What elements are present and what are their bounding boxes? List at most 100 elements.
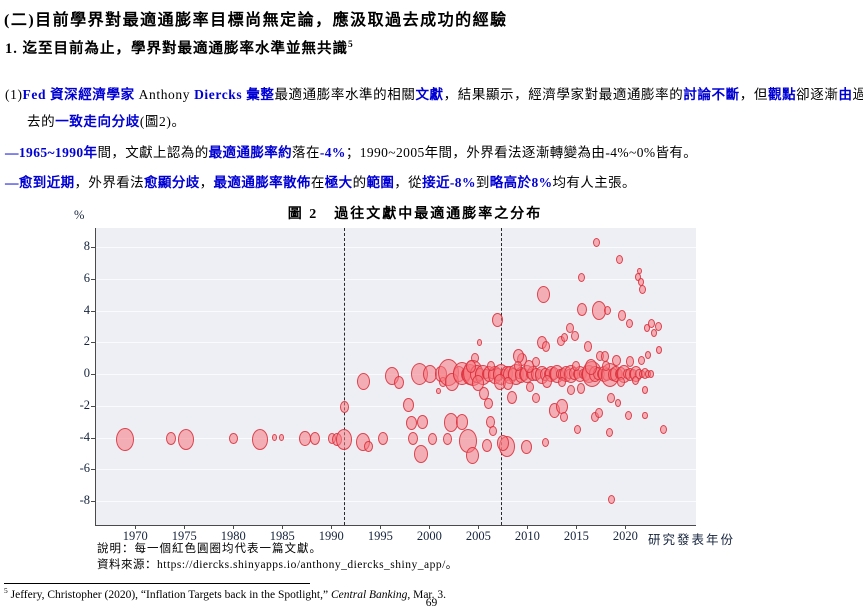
- text-segment: ，但: [739, 87, 768, 102]
- y-tick-mark: [91, 405, 96, 407]
- literature-bubble: [571, 330, 580, 342]
- literature-bubble: [466, 359, 477, 373]
- text-segment: 最適通膨率水準的相關: [274, 87, 416, 102]
- literature-bubble: [416, 414, 428, 429]
- literature-bubble: [636, 267, 642, 275]
- text-segment: Central Banking: [331, 588, 408, 601]
- literature-bubble: [572, 360, 581, 372]
- text-segment: 範圍: [366, 175, 395, 190]
- literature-bubble: [502, 377, 513, 391]
- figure-note: 說明：每一個紅色圓圈均代表一篇文獻。: [97, 543, 322, 555]
- text-segment: —: [5, 145, 19, 160]
- literature-bubble: [618, 310, 627, 321]
- x-tick-mark: [184, 525, 186, 529]
- x-tick-label: 1995: [367, 529, 393, 543]
- literature-bubble: [357, 372, 371, 390]
- literature-bubble: [541, 437, 549, 447]
- y-tick-label: -6: [79, 461, 90, 476]
- literature-bubble: [166, 431, 177, 445]
- text-segment: -4%: [319, 145, 346, 160]
- text-segment: 最適通膨率約: [208, 145, 293, 160]
- literature-bubble: [393, 376, 404, 390]
- literature-bubble: [492, 312, 504, 328]
- y-tick-label: 0: [83, 366, 90, 381]
- text-segment: 討論不斷: [683, 87, 740, 102]
- x-tick-mark: [380, 525, 382, 529]
- x-tick-label: 1990: [318, 529, 344, 543]
- y-tick-mark: [91, 501, 96, 503]
- y-tick-mark: [91, 374, 96, 376]
- text-segment: (1): [5, 87, 23, 102]
- text-segment: ，: [199, 175, 214, 190]
- literature-bubble: [606, 427, 614, 437]
- literature-bubble: [413, 445, 428, 464]
- literature-bubble: [561, 333, 569, 343]
- gridline: [96, 405, 696, 407]
- x-tick-label: 2000: [416, 529, 442, 543]
- literature-bubble: [271, 434, 277, 441]
- literature-bubble: [593, 237, 601, 247]
- literature-bubble: [566, 384, 575, 396]
- y-tick-label: 4: [83, 302, 90, 317]
- paragraph-1: (1)Fed 資深經濟學家 Anthony Diercks 彙整最適通膨率水準的…: [5, 81, 863, 135]
- literature-bubble: [435, 387, 441, 395]
- literature-bubble: [638, 285, 646, 295]
- text-segment: 愈到近期: [18, 175, 75, 190]
- literature-bubble: [406, 416, 418, 431]
- literature-bubble: [532, 392, 541, 404]
- literature-bubble: [604, 306, 612, 316]
- figure-title: 圖 2 過往文獻中最適通膨率之分布: [287, 207, 543, 222]
- y-tick-mark: [91, 247, 96, 249]
- text-segment: 過去的: [27, 87, 863, 129]
- x-tick-label: 1975: [171, 529, 197, 543]
- text-segment: 在: [310, 175, 325, 190]
- literature-bubble: [655, 321, 663, 331]
- text-segment: 觀點: [767, 87, 797, 102]
- literature-bubble: [278, 434, 284, 441]
- text-segment: ；1990~2005年間，外界看法逐漸轉變為由-4%~0%皆有。: [345, 145, 698, 160]
- literature-bubble: [542, 341, 550, 352]
- text-segment: 均有人主張。: [552, 175, 636, 190]
- y-tick-mark: [91, 469, 96, 471]
- literature-bubble: [443, 433, 453, 446]
- y-tick-mark: [91, 278, 96, 280]
- x-tick-label: 2015: [563, 529, 589, 543]
- literature-bubble: [489, 426, 498, 437]
- y-tick-label: 2: [83, 334, 90, 349]
- x-axis-title: 研究發表年份: [648, 533, 736, 547]
- literature-bubble: [559, 411, 568, 423]
- literature-bubble: [524, 359, 535, 373]
- literature-bubble: [487, 360, 496, 372]
- text-segment: 略高於8%: [489, 175, 553, 190]
- literature-bubble: [407, 431, 418, 445]
- literature-bubble: [625, 318, 633, 328]
- text-segment: 文獻: [415, 87, 444, 102]
- footnote-text: 5 Jeffery, Christopher (2020), “Inflatio…: [4, 586, 704, 601]
- y-axis-unit-label: %: [74, 208, 85, 222]
- text-segment: ，外界看法: [74, 175, 145, 190]
- literature-bubble: [496, 435, 509, 451]
- text-segment: 間，文獻上認為的: [97, 145, 209, 160]
- gridline: [96, 310, 696, 312]
- x-tick-mark: [478, 525, 480, 529]
- x-tick-label: 1985: [269, 529, 295, 543]
- literature-bubble: [624, 410, 632, 420]
- literature-bubble: [594, 407, 603, 419]
- x-tick-mark: [331, 525, 333, 529]
- x-tick-mark: [527, 525, 529, 529]
- period-divider-line: [344, 228, 346, 525]
- x-tick-label: 2010: [514, 529, 540, 543]
- text-segment: 5: [348, 40, 354, 51]
- subsection-heading: 1. 迄至目前為止，學界對最適通膨率水準並無共識5: [5, 37, 845, 58]
- literature-bubble: [364, 440, 374, 453]
- literature-bubble: [427, 433, 437, 446]
- gridline: [96, 437, 696, 439]
- text-segment: 愈顯分歧: [144, 175, 200, 190]
- literature-bubble: [465, 446, 479, 464]
- y-tick-label: 6: [83, 270, 90, 285]
- literature-bubble: [309, 431, 320, 445]
- gridline: [96, 342, 696, 344]
- text-segment: 的: [352, 175, 367, 190]
- literature-bubble: [644, 351, 651, 359]
